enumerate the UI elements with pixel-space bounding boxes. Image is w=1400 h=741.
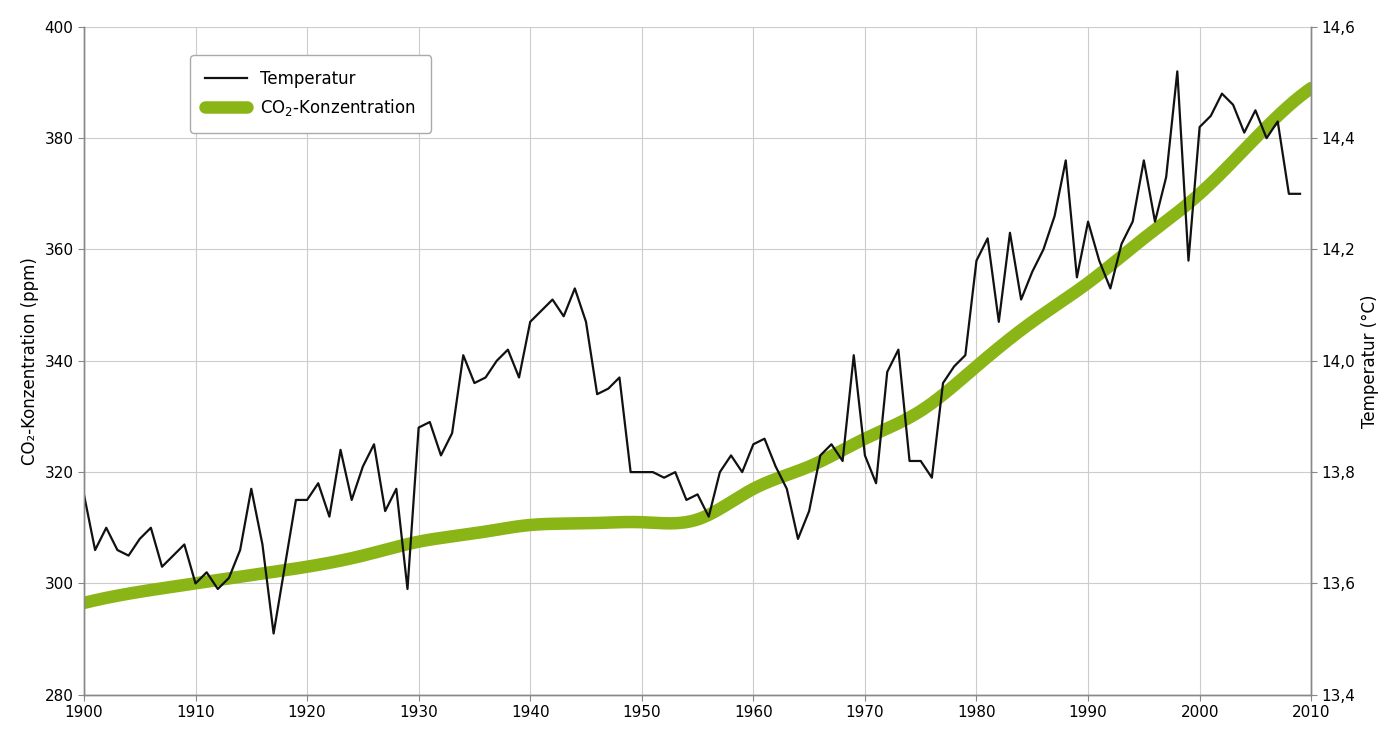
- CO$_2$-Konzentration: [571, 519, 588, 528]
- Y-axis label: CO₂-Konzentration (ppm): CO₂-Konzentration (ppm): [21, 257, 39, 465]
- CO$_2$-Konzentration: [76, 599, 92, 608]
- Temperatur: [444, 429, 461, 438]
- Temperatur: [1236, 128, 1253, 137]
- CO$_2$-Konzentration: [200, 577, 217, 586]
- CO$_2$-Konzentration: [1303, 84, 1320, 93]
- Legend: Temperatur, CO$_2$-Konzentration: Temperatur, CO$_2$-Konzentration: [190, 55, 431, 133]
- Temperatur: [1281, 190, 1298, 199]
- CO$_2$-Konzentration: [918, 402, 935, 411]
- Temperatur: [265, 629, 281, 638]
- CO$_2$-Konzentration: [616, 518, 633, 527]
- Line: CO$_2$-Konzentration: CO$_2$-Konzentration: [84, 88, 1312, 603]
- Temperatur: [678, 496, 694, 505]
- CO$_2$-Konzentration: [1054, 296, 1071, 305]
- Y-axis label: Temperatur (°C): Temperatur (°C): [1361, 294, 1379, 428]
- Temperatur: [644, 468, 661, 476]
- Line: Temperatur: Temperatur: [84, 71, 1301, 634]
- Temperatur: [946, 362, 963, 370]
- Temperatur: [1169, 67, 1186, 76]
- Temperatur: [1292, 190, 1309, 199]
- CO$_2$-Konzentration: [1033, 311, 1050, 320]
- Temperatur: [76, 490, 92, 499]
